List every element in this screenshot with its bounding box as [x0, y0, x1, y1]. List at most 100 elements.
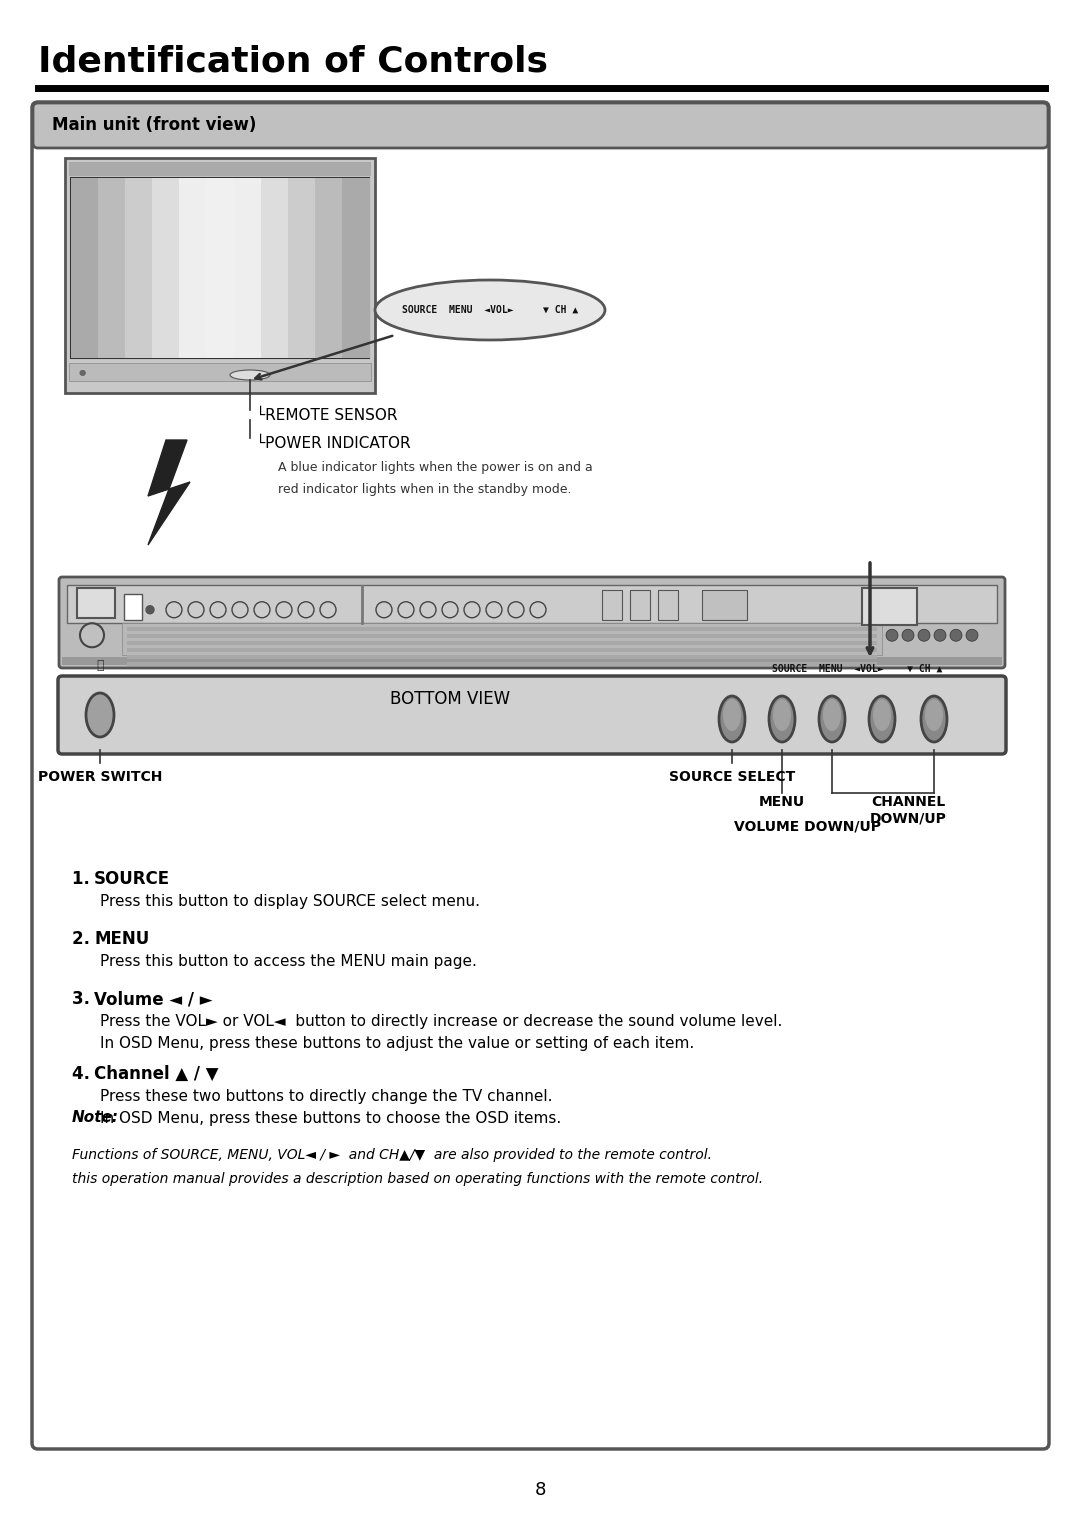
- Ellipse shape: [819, 696, 845, 742]
- FancyBboxPatch shape: [58, 676, 1005, 754]
- Bar: [98, 179, 126, 357]
- Text: In OSD Menu, press these buttons to choose the OSD items.: In OSD Menu, press these buttons to choo…: [100, 1112, 562, 1125]
- Text: Press the VOL► or VOL◄  button to directly increase or decrease the sound volume: Press the VOL► or VOL◄ button to directl…: [100, 1014, 782, 1029]
- Ellipse shape: [723, 699, 741, 731]
- Circle shape: [464, 602, 480, 618]
- Bar: [69, 162, 372, 176]
- Text: SOURCE  MENU  ◄VOL►    ▼ CH ▲: SOURCE MENU ◄VOL► ▼ CH ▲: [772, 664, 943, 673]
- Bar: [630, 589, 650, 620]
- Text: POWER SWITCH: POWER SWITCH: [38, 770, 162, 783]
- Ellipse shape: [869, 696, 895, 742]
- Circle shape: [276, 602, 292, 618]
- Text: Identification of Controls: Identification of Controls: [38, 44, 548, 79]
- Bar: [602, 589, 622, 620]
- Text: Volume ◄ / ►: Volume ◄ / ►: [94, 989, 213, 1008]
- Ellipse shape: [375, 279, 605, 341]
- Circle shape: [918, 629, 930, 641]
- Text: 2.: 2.: [72, 930, 96, 948]
- Bar: [862, 588, 917, 625]
- Bar: [62, 657, 1002, 664]
- Bar: [71, 179, 369, 357]
- Text: └REMOTE SENSOR: └REMOTE SENSOR: [256, 408, 397, 423]
- Bar: [179, 179, 207, 357]
- Bar: [77, 588, 114, 618]
- Ellipse shape: [924, 699, 943, 731]
- Ellipse shape: [769, 696, 795, 742]
- Circle shape: [320, 602, 336, 618]
- Text: SOURCE SELECT: SOURCE SELECT: [669, 770, 795, 783]
- Circle shape: [399, 602, 414, 618]
- Text: MENU: MENU: [759, 796, 805, 809]
- Circle shape: [376, 602, 392, 618]
- Text: 3.: 3.: [72, 989, 96, 1008]
- Ellipse shape: [719, 696, 745, 742]
- Bar: [71, 179, 99, 357]
- Circle shape: [966, 629, 978, 641]
- Text: └POWER INDICATOR: └POWER INDICATOR: [256, 435, 410, 450]
- Text: In OSD Menu, press these buttons to adjust the value or setting of each item.: In OSD Menu, press these buttons to adju…: [100, 1035, 694, 1051]
- Ellipse shape: [873, 699, 891, 731]
- Text: A blue indicator lights when the power is on and a: A blue indicator lights when the power i…: [278, 461, 593, 473]
- Circle shape: [950, 629, 962, 641]
- Bar: [67, 585, 997, 623]
- Bar: [260, 179, 288, 357]
- Bar: [65, 157, 375, 392]
- Bar: [658, 589, 678, 620]
- Text: Note:: Note:: [72, 1110, 119, 1125]
- Circle shape: [166, 602, 183, 618]
- Circle shape: [232, 602, 248, 618]
- Bar: [702, 589, 747, 620]
- Circle shape: [210, 602, 226, 618]
- Text: Press this button to display SOURCE select menu.: Press this button to display SOURCE sele…: [100, 893, 480, 909]
- Bar: [342, 179, 370, 357]
- Circle shape: [530, 602, 546, 618]
- Ellipse shape: [921, 696, 947, 742]
- Bar: [124, 594, 141, 620]
- FancyBboxPatch shape: [33, 102, 1048, 148]
- Text: red indicator lights when in the standby mode.: red indicator lights when in the standby…: [278, 483, 571, 495]
- Circle shape: [902, 629, 914, 641]
- Ellipse shape: [823, 699, 841, 731]
- Circle shape: [486, 602, 502, 618]
- Text: ⓘ: ⓘ: [96, 660, 104, 672]
- Text: Channel ▲ / ▼: Channel ▲ / ▼: [94, 1064, 218, 1083]
- Bar: [125, 179, 153, 357]
- Circle shape: [934, 629, 946, 641]
- Circle shape: [80, 623, 104, 647]
- Bar: [314, 179, 343, 357]
- Ellipse shape: [773, 699, 791, 731]
- Text: Functions of SOURCE, MENU, VOL◄ / ►  and CH▲/▼  are also provided to the remote : Functions of SOURCE, MENU, VOL◄ / ► and …: [72, 1148, 712, 1162]
- FancyBboxPatch shape: [59, 577, 1005, 667]
- Bar: [69, 363, 372, 382]
- Circle shape: [886, 629, 897, 641]
- Bar: [233, 179, 261, 357]
- Ellipse shape: [230, 370, 270, 380]
- Text: Main unit (front view): Main unit (front view): [52, 116, 256, 134]
- Text: 8: 8: [535, 1481, 545, 1500]
- Bar: [206, 179, 234, 357]
- Text: SOURCE: SOURCE: [94, 870, 171, 889]
- Text: CHANNEL
DOWN/UP: CHANNEL DOWN/UP: [869, 796, 946, 825]
- Text: ●: ●: [79, 368, 86, 377]
- Circle shape: [508, 602, 524, 618]
- Text: Press this button to access the MENU main page.: Press this button to access the MENU mai…: [100, 954, 477, 970]
- Circle shape: [188, 602, 204, 618]
- Bar: [127, 655, 877, 658]
- Circle shape: [442, 602, 458, 618]
- Bar: [287, 179, 315, 357]
- Text: Press these two buttons to directly change the TV channel.: Press these two buttons to directly chan…: [100, 1089, 553, 1104]
- Bar: [127, 647, 877, 652]
- Text: SOURCE  MENU  ◄VOL►     ▼ CH ▲: SOURCE MENU ◄VOL► ▼ CH ▲: [402, 305, 578, 315]
- Bar: [127, 634, 877, 637]
- Text: 4.: 4.: [72, 1064, 96, 1083]
- Circle shape: [420, 602, 436, 618]
- Circle shape: [254, 602, 270, 618]
- Text: 1.: 1.: [72, 870, 96, 889]
- Ellipse shape: [86, 693, 114, 738]
- Circle shape: [146, 606, 154, 614]
- Polygon shape: [148, 440, 190, 545]
- Text: MENU: MENU: [94, 930, 149, 948]
- Bar: [127, 640, 877, 644]
- Bar: [152, 179, 180, 357]
- Text: BOTTOM VIEW: BOTTOM VIEW: [390, 690, 510, 709]
